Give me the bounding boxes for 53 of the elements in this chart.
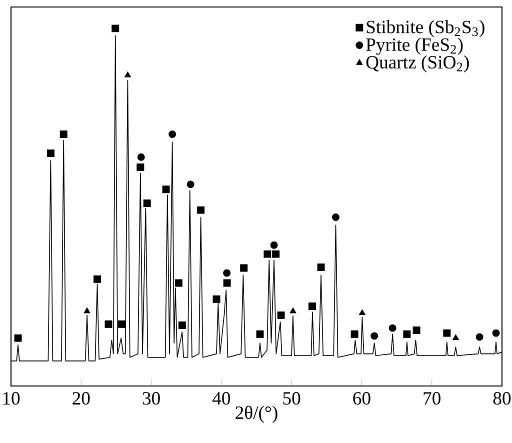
legend-label: Quartz (SiO$_{2}$) [366,55,469,72]
point [370,332,378,340]
point [178,321,186,329]
point [14,334,22,342]
point [94,275,102,283]
point [272,250,280,258]
point [358,309,366,316]
point [162,186,170,194]
point [264,250,272,258]
point [124,72,131,78]
point [112,24,120,32]
point [223,279,231,287]
x-tick-label: 70 [424,392,440,405]
point [168,130,176,138]
point [443,329,451,337]
point [317,264,325,272]
point [137,153,145,161]
point [212,295,220,303]
point [174,279,182,287]
point [403,330,411,338]
x-tick-label: 80 [493,392,511,405]
x-tick-label: 40 [212,392,230,405]
point [104,320,112,328]
x-axis-title: 2θ/(°) [236,406,278,423]
legend-label: Pyrite (FeS$_{2}$) [366,38,463,55]
point [118,320,126,328]
x-tick-label: 10 [3,392,20,405]
point [223,269,231,277]
point [84,308,90,314]
legend-label: Stibnite (Sb$_{2}$S$_{3}$) [366,20,484,38]
point [308,302,316,310]
point [277,311,285,319]
point [492,329,500,337]
point [332,213,340,221]
point [136,163,144,171]
x-tick-label: 20 [72,392,90,405]
point [388,324,396,332]
point [197,206,205,214]
point [452,334,459,340]
x-tick-label: 60 [353,392,370,405]
point [46,149,54,157]
point [240,264,248,272]
point [256,330,264,338]
point [412,326,420,334]
point [476,333,484,341]
point [350,330,358,338]
point [290,308,296,314]
point [270,241,278,249]
point [60,130,68,138]
x-tick-label: 50 [283,392,300,405]
x-tick-label: 30 [142,392,160,405]
point [143,200,151,208]
point [186,180,194,188]
